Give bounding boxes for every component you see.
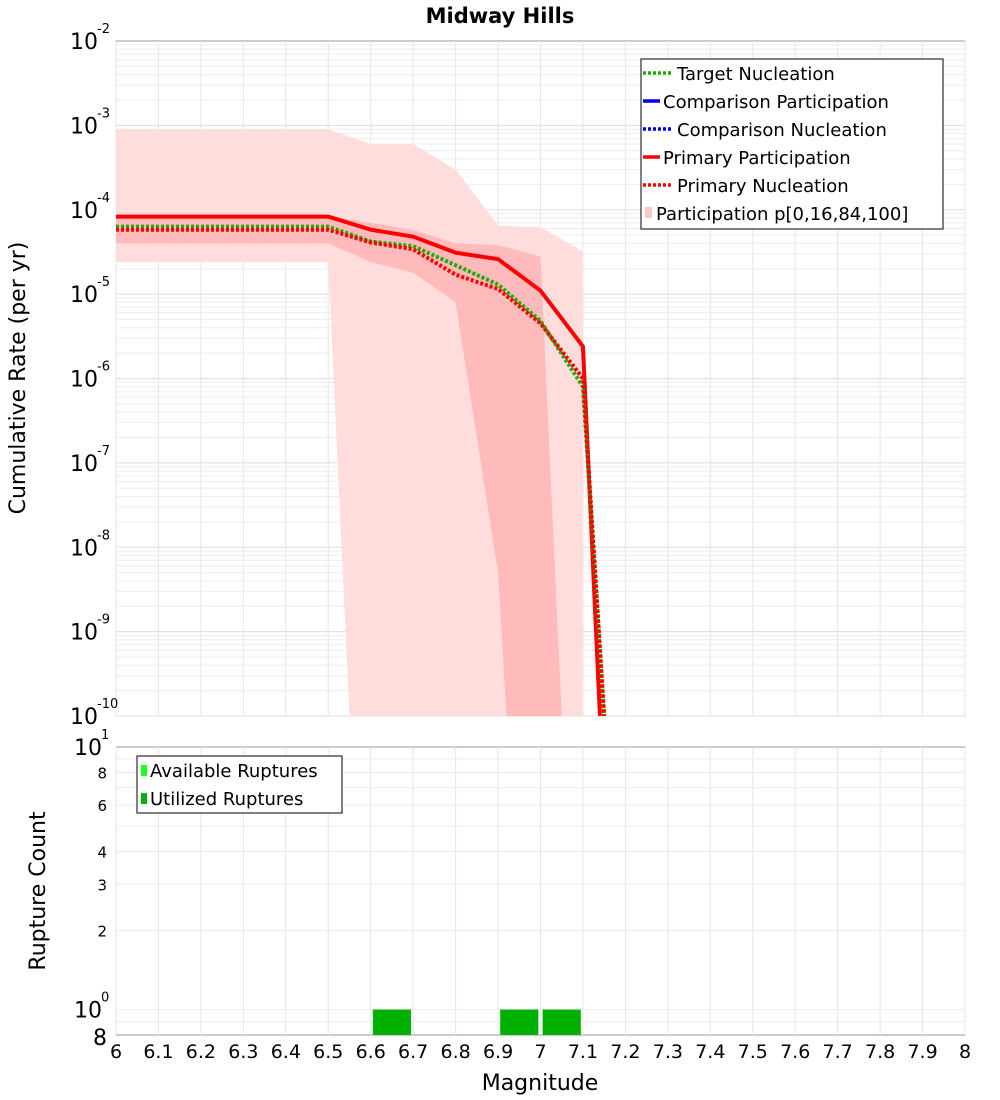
legend-label-target-nucleation: Target Nucleation — [676, 64, 835, 85]
series-line-primary-participation — [116, 214, 602, 717]
magnitude-x-tick-label: 6.4 — [271, 1041, 301, 1063]
utilized-rupture-bar — [500, 1009, 539, 1035]
rupture-y-tick-exponent: 1 — [101, 728, 109, 743]
magnitude-x-tick-label: 7.2 — [610, 1041, 640, 1063]
rate-y-tick-exponent: -2 — [97, 22, 110, 37]
legend-swatch-utilized-ruptures — [141, 793, 147, 804]
legend-label-primary-participation: Primary Participation — [663, 148, 851, 169]
rate-y-tick-label: 10 — [70, 283, 98, 308]
magnitude-x-tick-label: 6.1 — [143, 1041, 173, 1063]
rate-y-tick-label: 10 — [70, 199, 98, 224]
magnitude-x-tick-label: 7.1 — [568, 1041, 598, 1063]
rupture-y-tick-label: 8 — [93, 1026, 107, 1051]
rupture-y-tick-label: 2 — [97, 923, 107, 941]
rate-legend: Target Nucleation Comparison Participati… — [640, 58, 944, 230]
magnitude-x-tick-label: 7 — [534, 1041, 546, 1063]
rupture-legend: Available Ruptures Utilized Ruptures — [136, 755, 343, 814]
magnitude-x-ticks: 6 6.1 6.2 6.3 6.4 6.5 6.6 6.7 6.8 6.9 7 7.1 7.2 7.3 7.… — [110, 1041, 971, 1063]
rupture-y-tick-label: 4 — [97, 843, 107, 861]
magnitude-x-tick-label: 6 — [110, 1041, 122, 1063]
rupture-y-tick-label: 6 — [97, 797, 107, 815]
magnitude-x-tick-label: 6.3 — [228, 1041, 258, 1063]
rate-y-tick-label: 10 — [70, 452, 98, 477]
utilized-rupture-bar — [372, 1009, 412, 1035]
utilized-rupture-bar — [542, 1009, 581, 1035]
magnitude-x-tick-label: 7.9 — [907, 1041, 937, 1063]
rate-y-tick-exponent: -9 — [97, 613, 110, 628]
magnitude-x-tick-label: 8 — [959, 1041, 971, 1063]
rate-y-tick-label: 10 — [70, 536, 98, 561]
rupture-bars — [372, 1009, 581, 1035]
rate-y-tick-label: 10 — [70, 621, 98, 646]
participation-band-inner — [116, 215, 562, 717]
magnitude-x-tick-label: 6.9 — [483, 1041, 513, 1063]
rupture-legend-box — [136, 755, 343, 814]
series-line-primary-nucleation — [116, 227, 607, 717]
series-line-target-nucleation — [116, 224, 607, 717]
rate-y-tick-exponent: -4 — [97, 191, 110, 206]
rate-y-tick-exponent: -3 — [97, 106, 110, 121]
legend-label-primary-nucleation: Primary Nucleation — [677, 176, 849, 197]
rate-y-tick-exponent: -7 — [97, 444, 110, 459]
magnitude-x-tick-label: 7.5 — [738, 1041, 768, 1063]
legend-swatch-available-ruptures — [141, 765, 147, 776]
rate-legend-box — [640, 58, 944, 230]
rupture-y-tick-exponent: 0 — [101, 991, 109, 1006]
rupture-y-tick-label: 3 — [97, 876, 107, 894]
magnitude-x-tick-label: 6.6 — [356, 1041, 386, 1063]
legend-swatch-participation-band — [645, 207, 652, 218]
rupture-y-tick-label-major: 10 — [74, 736, 102, 761]
rate-y-tick-exponent: -6 — [97, 360, 110, 375]
legend-label-comparison-nucleation: Comparison Nucleation — [677, 120, 887, 141]
participation-bands — [116, 129, 583, 717]
rate-y-tick-exponent: -8 — [97, 528, 110, 543]
rate-y-tick-label: 10 — [70, 114, 98, 139]
chart-title: Midway Hills — [426, 4, 575, 28]
magnitude-x-tick-label: 6.7 — [398, 1041, 428, 1063]
magnitude-x-tick-label: 7.4 — [695, 1041, 725, 1063]
rate-series-lines — [116, 214, 607, 717]
magnitude-x-tick-label: 7.8 — [865, 1041, 895, 1063]
rupture-y-tick-label: 8 — [97, 764, 107, 782]
magnitude-x-tick-label: 7.7 — [823, 1041, 853, 1063]
magnitude-x-tick-label: 6.8 — [440, 1041, 470, 1063]
magnitude-x-tick-label: 6.2 — [186, 1041, 216, 1063]
legend-label-participation-band: Participation p[0,16,84,100] — [656, 204, 908, 225]
rate-y-tick-label: 10 — [70, 705, 98, 730]
rate-y-tick-label: 10 — [70, 30, 98, 55]
legend-label-available-ruptures: Available Ruptures — [150, 761, 318, 782]
magnitude-x-tick-label: 6.5 — [313, 1041, 343, 1063]
rate-y-axis-label: Cumulative Rate (per yr) — [6, 242, 31, 515]
magnitude-x-tick-label: 7.3 — [653, 1041, 683, 1063]
magnitude-x-axis-label: Magnitude — [482, 1071, 599, 1096]
legend-label-comparison-participation: Comparison Participation — [663, 92, 889, 113]
magnitude-x-tick-label: 7.6 — [780, 1041, 810, 1063]
rupture-y-axis-label: Rupture Count — [26, 811, 51, 971]
legend-label-utilized-ruptures: Utilized Ruptures — [150, 789, 303, 810]
rate-y-tick-exponent: -10 — [97, 697, 118, 712]
rate-y-tick-label: 10 — [70, 368, 98, 393]
rate-y-tick-exponent: -5 — [97, 275, 110, 290]
rupture-y-tick-label-major: 10 — [74, 999, 102, 1024]
